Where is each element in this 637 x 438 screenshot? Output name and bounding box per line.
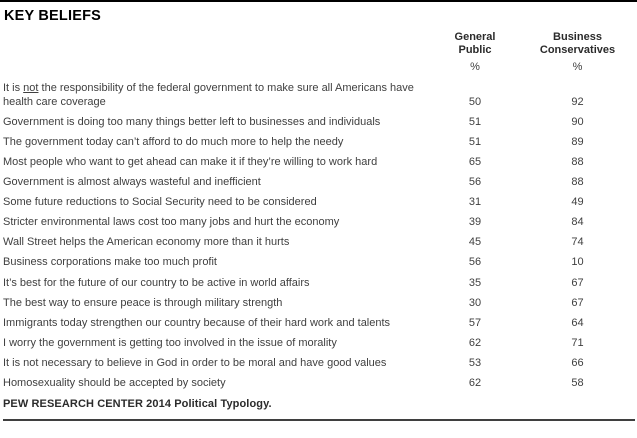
value-general-public: 62 <box>468 337 482 349</box>
table-row: Most people who want to get ahead can ma… <box>3 156 635 170</box>
value-general-public: 62 <box>468 377 482 389</box>
table-row: I worry the government is getting too in… <box>3 337 635 351</box>
statement: It is not necessary to believe in God in… <box>3 357 387 369</box>
statement: Government is almost always wasteful and… <box>3 175 261 188</box>
statement: Government is doing too many things bett… <box>3 115 381 128</box>
value-business-conservatives: 10 <box>571 256 584 268</box>
value-general-public: 57 <box>468 316 482 329</box>
bottom-divider <box>3 418 635 421</box>
value-general-public: 51 <box>468 115 482 128</box>
statement: Stricter environmental laws cost too man… <box>3 216 340 228</box>
value-general-public: 56 <box>468 256 482 268</box>
value-business-conservatives: 90 <box>571 115 584 128</box>
statement: The best way to ensure peace is through … <box>3 296 283 309</box>
statement: It is not the responsibility of the fede… <box>3 82 414 108</box>
unit-general-public: % <box>470 61 480 73</box>
statement: Business corporations make too much prof… <box>3 256 217 268</box>
value-business-conservatives: 66 <box>571 357 584 369</box>
table-row: It is not necessary to believe in God in… <box>3 357 635 371</box>
table-row: Some future reductions to Social Securit… <box>3 196 635 210</box>
table-header: General Public Business Conservatives <box>3 31 635 57</box>
statement: Wall Street helps the American economy m… <box>3 236 290 248</box>
belief-group-government: It is not the responsibility of the fede… <box>3 82 635 209</box>
table-row: The best way to ensure peace is through … <box>3 297 635 311</box>
table-row: It’s best for the future of our country … <box>3 277 635 291</box>
value-business-conservatives: 67 <box>571 296 584 309</box>
value-general-public: 35 <box>468 276 482 289</box>
unit-business-conservatives: % <box>572 61 583 73</box>
statement: Immigrants today strengthen our country … <box>3 316 391 329</box>
value-business-conservatives: 67 <box>571 276 584 289</box>
underlined-word: not <box>23 82 39 94</box>
value-business-conservatives: 58 <box>571 377 584 389</box>
statement: Most people who want to get ahead can ma… <box>3 155 378 168</box>
unit-row: % % <box>3 61 635 73</box>
statement: It’s best for the future of our country … <box>3 276 310 289</box>
value-business-conservatives: 49 <box>571 195 584 208</box>
value-general-public: 45 <box>468 236 482 248</box>
table-row: Government is doing too many things bett… <box>3 116 635 130</box>
value-business-conservatives: 88 <box>571 175 584 188</box>
table-row: Business corporations make too much prof… <box>3 256 635 270</box>
table-row: Immigrants today strengthen our country … <box>3 317 635 331</box>
table-row: Wall Street helps the American economy m… <box>3 236 635 250</box>
belief-group-economy: Stricter environmental laws cost too man… <box>3 216 635 270</box>
value-business-conservatives: 64 <box>571 316 584 329</box>
page-title: KEY BELIEFS <box>4 8 102 24</box>
statement: I worry the government is getting too in… <box>3 337 337 349</box>
value-general-public: 56 <box>468 175 482 188</box>
table-row: Government is almost always wasteful and… <box>3 176 635 190</box>
value-business-conservatives: 71 <box>571 337 584 349</box>
belief-group-world-affairs: It’s best for the future of our country … <box>3 277 635 331</box>
source-note: PEW RESEARCH CENTER 2014 Political Typol… <box>3 397 272 410</box>
table-row: The government today can’t afford to do … <box>3 136 635 150</box>
statement: The government today can’t afford to do … <box>3 135 344 148</box>
table-row: Homosexuality should be accepted by soci… <box>3 377 635 391</box>
value-general-public: 51 <box>468 135 482 148</box>
value-general-public: 31 <box>468 195 482 208</box>
table-row: Stricter environmental laws cost too man… <box>3 216 635 230</box>
value-general-public: 50 <box>468 95 482 108</box>
column-header-business-conservatives: Business Conservatives <box>539 31 616 56</box>
belief-group-social: I worry the government is getting too in… <box>3 337 635 391</box>
value-general-public: 39 <box>468 216 482 228</box>
value-business-conservatives: 92 <box>571 95 584 108</box>
value-business-conservatives: 84 <box>571 216 584 228</box>
statement: Some future reductions to Social Securit… <box>3 195 317 208</box>
table-row: It is not the responsibility of the fede… <box>3 82 635 109</box>
value-business-conservatives: 88 <box>571 155 584 168</box>
header-spacer <box>3 31 430 57</box>
column-header-general-public: General Public <box>454 31 496 56</box>
value-general-public: 65 <box>468 155 482 168</box>
value-general-public: 30 <box>468 296 482 309</box>
statement: Homosexuality should be accepted by soci… <box>3 377 226 389</box>
value-business-conservatives: 74 <box>571 236 584 248</box>
value-business-conservatives: 89 <box>571 135 584 148</box>
value-general-public: 53 <box>468 357 482 369</box>
